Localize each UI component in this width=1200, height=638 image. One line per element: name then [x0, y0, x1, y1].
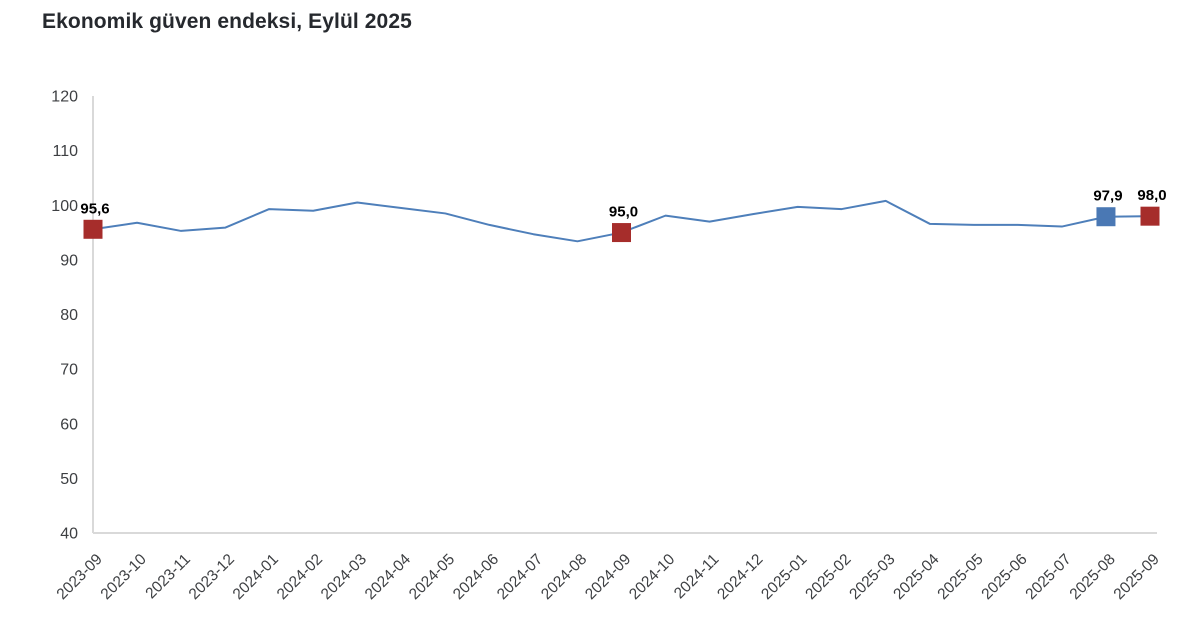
y-tick-label: 60 [60, 416, 78, 433]
x-tick-label: 2025-01 [758, 551, 810, 603]
x-tick-label: 2024-07 [494, 551, 546, 603]
data-label: 98,0 [1137, 187, 1166, 204]
x-tick-label: 2024-01 [230, 551, 282, 603]
x-tick-label: 2024-11 [671, 551, 722, 602]
x-tick-label: 2024-03 [318, 551, 370, 603]
x-tick-label: 2024-12 [714, 551, 766, 603]
chart-title: Ekonomik güven endeksi, Eylül 2025 [42, 10, 412, 33]
x-tick-label: 2024-05 [406, 551, 458, 603]
x-tick-label: 2025-05 [934, 551, 986, 603]
y-tick-label: 40 [60, 526, 78, 543]
data-label: 95,0 [609, 204, 638, 221]
x-tick-label: 2025-06 [978, 551, 1030, 603]
marker-red-square [1140, 206, 1160, 226]
x-tick-label: 2025-04 [890, 551, 943, 604]
data-label: 95,6 [80, 200, 109, 217]
x-tick-label: 2024-10 [626, 551, 679, 604]
data-label: 97,9 [1093, 188, 1122, 205]
x-tick-label: 2025-07 [1022, 551, 1074, 603]
x-tick-label: 2025-09 [1111, 551, 1163, 603]
x-tick-label: 2024-02 [274, 551, 326, 603]
y-tick-label: 70 [60, 362, 78, 379]
y-tick-label: 80 [60, 307, 78, 324]
x-tick-label: 2025-08 [1067, 551, 1119, 603]
x-tick-label: 2023-12 [186, 551, 238, 603]
x-tick-label: 2025-03 [846, 551, 898, 603]
x-tick-label: 2023-09 [54, 551, 106, 603]
y-tick-label: 50 [60, 471, 78, 488]
x-tick-label: 2024-06 [450, 551, 502, 603]
x-tick-label: 2024-08 [538, 551, 590, 603]
x-tick-label: 2024-09 [582, 551, 634, 603]
x-tick-label: 2023-10 [98, 551, 151, 604]
x-tick-label: 2024-04 [362, 551, 415, 604]
y-tick-label: 110 [52, 143, 78, 160]
y-tick-label: 120 [51, 89, 78, 106]
marker-blue-square [1096, 207, 1116, 227]
y-tick-label: 100 [51, 198, 78, 215]
marker-red-square [612, 223, 631, 243]
marker-red-square [83, 219, 103, 239]
y-tick-label: 90 [60, 252, 78, 269]
x-tick-label: 2023-11 [142, 551, 193, 602]
x-tick-label: 2025-02 [802, 551, 854, 603]
